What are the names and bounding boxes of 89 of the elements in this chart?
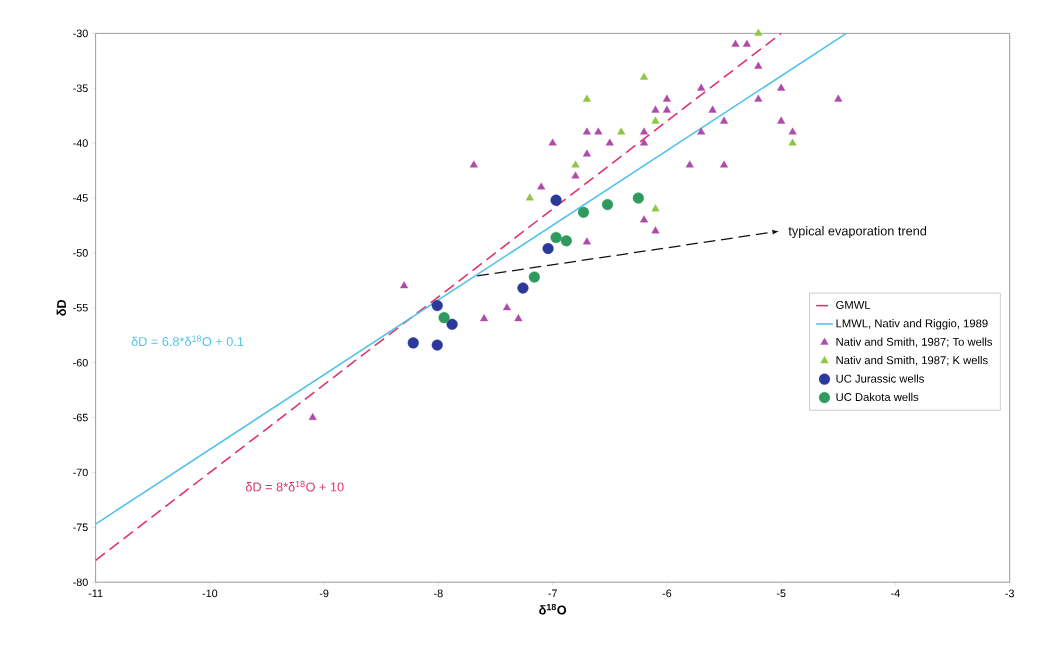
y-tick-label: -65: [73, 413, 88, 422]
point: [525, 193, 534, 201]
point: [651, 105, 660, 113]
point: [542, 243, 554, 255]
point: [550, 194, 562, 206]
point: [548, 138, 557, 146]
x-tick-label: -6: [662, 589, 672, 598]
y-tick-label: -45: [73, 194, 88, 202]
point: [400, 281, 409, 289]
legend-label: Nativ and Smith, 1987; To wells: [836, 337, 993, 348]
point: [537, 182, 546, 190]
point: [431, 300, 443, 312]
annotation: typical evaporation trend: [788, 226, 927, 239]
point: [662, 105, 671, 113]
point: [754, 61, 763, 69]
x-tick-label: -11: [88, 589, 103, 598]
y-tick-label: -50: [73, 249, 88, 257]
point: [697, 127, 706, 135]
point: [697, 83, 706, 91]
point: [777, 116, 786, 124]
point: [469, 160, 478, 168]
y-tick-label: -30: [73, 29, 88, 38]
point: [582, 149, 591, 157]
point: [720, 116, 729, 124]
y-axis-title: δD: [56, 299, 66, 316]
point: [446, 318, 458, 330]
point: [550, 232, 562, 244]
point: [731, 39, 740, 47]
point: [571, 160, 580, 168]
point: [560, 235, 572, 247]
legend-label: UC Dakota wells: [836, 392, 919, 402]
point: [754, 94, 763, 102]
y-tick-label: -75: [73, 523, 88, 532]
point: [582, 94, 591, 102]
x-tick-label: -4: [891, 589, 900, 598]
x-tick-label: -7: [548, 589, 557, 598]
point: [651, 226, 660, 234]
x-tick-label: -10: [202, 589, 218, 598]
point: [605, 138, 614, 146]
point: [438, 312, 450, 324]
point: [594, 127, 603, 135]
point: [788, 138, 797, 146]
point: [407, 337, 419, 349]
annotation: δD = 8*δ$^{18}$O + 10: [245, 480, 344, 492]
y-tick-label: -60: [73, 358, 88, 367]
point: [617, 127, 626, 135]
x-tick-label: -5: [776, 589, 786, 598]
point: [834, 94, 843, 102]
y-tick-label: -70: [73, 468, 88, 477]
point: [640, 138, 649, 146]
y-tick-label: -35: [73, 84, 88, 93]
point: [685, 160, 694, 168]
point: [480, 314, 489, 322]
x-axis-title: δ$^{18}$O: [539, 603, 567, 615]
x-tick-label: -8: [434, 589, 443, 598]
point: [640, 72, 649, 80]
point: [651, 116, 660, 124]
y-tick-label: -55: [73, 304, 88, 312]
point: [582, 237, 591, 245]
point: [651, 204, 660, 212]
point: [777, 83, 786, 91]
point: [308, 413, 317, 421]
point: [742, 39, 751, 47]
point: [708, 105, 717, 113]
point: [431, 339, 443, 351]
y-tick-label: -40: [73, 139, 88, 148]
point: [528, 271, 540, 283]
point: [577, 206, 590, 218]
point: [571, 171, 580, 179]
legend-label: GMWL: [836, 301, 871, 310]
point: [632, 192, 644, 204]
x-tick-label: -3: [1005, 589, 1014, 598]
y-tick-label: -80: [73, 578, 88, 587]
legend-label: UC Jurassic wells: [836, 374, 924, 383]
legend-label: LMWL, Nativ and Riggio, 1989: [836, 319, 988, 330]
point: [601, 199, 614, 211]
point: [517, 282, 529, 294]
point: [754, 28, 763, 36]
point: [720, 160, 729, 168]
point: [640, 215, 649, 223]
point: [788, 127, 797, 135]
point: [502, 303, 511, 311]
legend-label: Nativ and Smith, 1987; K wells: [836, 356, 988, 366]
point: [662, 94, 671, 102]
x-tick-label: -9: [319, 589, 329, 598]
point: [514, 314, 523, 322]
annotation: δD = 6.8*δ$^{18}$O + 0.1: [131, 335, 244, 347]
point: [582, 127, 591, 135]
point: [640, 127, 649, 135]
